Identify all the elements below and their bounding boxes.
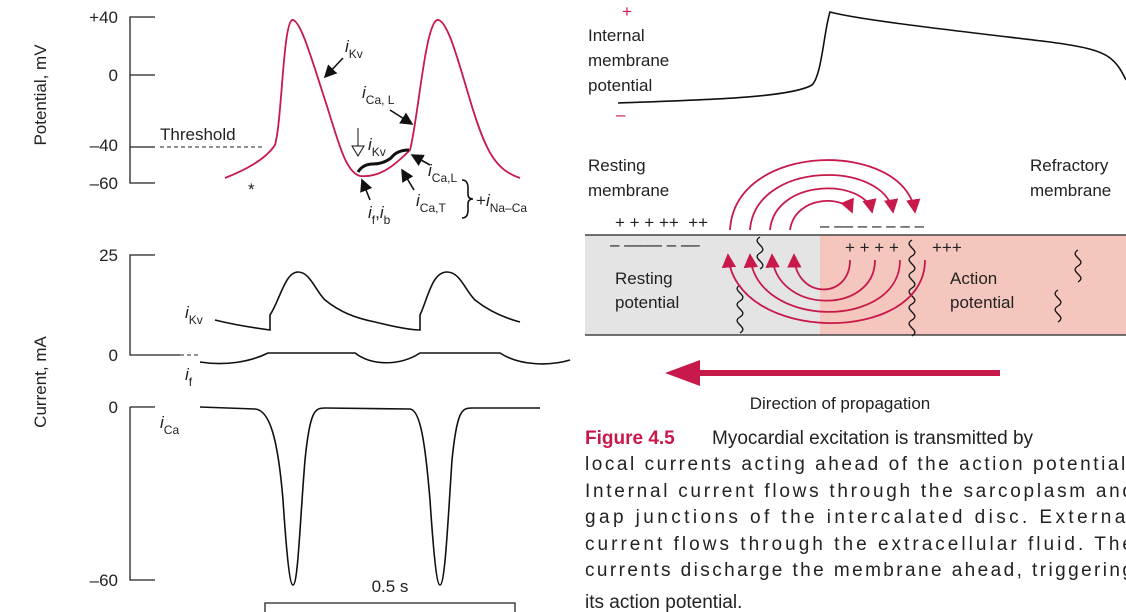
membrane-diagram: + Internal membrane potential – Resting …: [585, 2, 1126, 413]
axis: [129, 16, 155, 184]
tick-label: 25: [99, 246, 118, 265]
current-label: if,ib: [368, 203, 391, 227]
axis-label: Potential, mV: [31, 44, 50, 146]
f-trace: [199, 352, 571, 365]
trace-label: iKv: [185, 303, 203, 327]
scale-label: 0.5 s: [372, 577, 409, 596]
arrow: [323, 57, 344, 79]
caption: Figure 4.5 Myocardial excitation is tran…: [585, 428, 1126, 612]
arrow: [401, 168, 415, 191]
current-label: iKv: [345, 37, 363, 61]
asterisk: *: [248, 180, 255, 199]
action-potential-trace: [224, 19, 521, 179]
internal-currents: [721, 253, 926, 325]
label: membrane: [588, 51, 669, 70]
ca-trace: [199, 406, 540, 586]
tick-label: –60: [90, 571, 118, 590]
current-label: iKv: [368, 135, 386, 159]
plus-sign: +: [622, 2, 632, 21]
direction-label: Direction of propagation: [750, 394, 931, 413]
external-currents: [729, 159, 921, 231]
charges: – –––– – ––: [610, 235, 700, 254]
label: potential: [588, 76, 652, 95]
label: Refractory: [1030, 156, 1109, 175]
threshold-label: Threshold: [160, 125, 236, 144]
caption-line: Internal current flows through the sarco…: [585, 481, 1126, 502]
axis: [129, 254, 180, 581]
arrow: [360, 178, 373, 201]
label: Internal: [588, 26, 645, 45]
resting-region: [585, 235, 820, 335]
caption-line: current flows through the extracellular …: [585, 534, 1126, 555]
label: Resting: [615, 269, 673, 288]
trace-label: iCa: [160, 413, 179, 437]
charges: + + + +: [845, 238, 899, 257]
brace: [356, 148, 410, 173]
scale-bar: [264, 602, 516, 612]
potential-trace: [617, 11, 1126, 104]
caption-line: currents discharge the membrane ahead, t…: [585, 560, 1126, 581]
figure-label: Figure 4.5: [585, 428, 675, 449]
tick-label: 0: [109, 66, 118, 85]
tick-label: 0: [109, 346, 118, 365]
caption-line: its action potential.: [585, 592, 742, 612]
label: potential: [615, 293, 679, 312]
charges: – –– – – – – –: [820, 216, 925, 235]
label: Action: [950, 269, 997, 288]
kv-trace: [214, 271, 521, 331]
brace: [461, 179, 474, 219]
caption-line: Myocardial excitation is transmitted by: [712, 428, 1034, 449]
tick-label: 0: [109, 398, 118, 417]
label: membrane: [588, 181, 669, 200]
current-label: iCa, L: [362, 83, 395, 107]
trace-label: if: [185, 365, 193, 389]
label: potential: [950, 293, 1014, 312]
current-panel: Current, mA 25 0 0 –60 iKv if iCa 0.5 s: [31, 246, 571, 612]
axis-label: Current, mA: [31, 336, 50, 428]
charges: +++: [932, 238, 962, 257]
tick-label: +40: [89, 8, 118, 27]
tick-label: –60: [90, 174, 118, 193]
label: membrane: [1030, 181, 1111, 200]
arrow: [389, 109, 414, 125]
intercalated-disc: [736, 236, 1082, 337]
label: Resting: [588, 156, 646, 175]
current-label: iCa,L: [428, 161, 457, 185]
current-label: +iNa–Ca: [476, 191, 527, 215]
potential-panel: Potential, mV +40 0 –40 –60 Threshold * …: [31, 8, 527, 227]
minus-sign: –: [616, 105, 626, 124]
arrow: [410, 154, 431, 167]
caption-line: local currents acting ahead of the actio…: [585, 454, 1126, 475]
membrane: [585, 234, 1126, 336]
arrow: [351, 128, 365, 157]
charges: + + + ++ ++: [615, 213, 708, 232]
tick-label: –40: [90, 136, 118, 155]
caption-line: gap junctions of the intercalated disc. …: [585, 507, 1126, 528]
propagation-arrowhead: [665, 360, 700, 386]
current-label: iCa,T: [416, 191, 446, 215]
